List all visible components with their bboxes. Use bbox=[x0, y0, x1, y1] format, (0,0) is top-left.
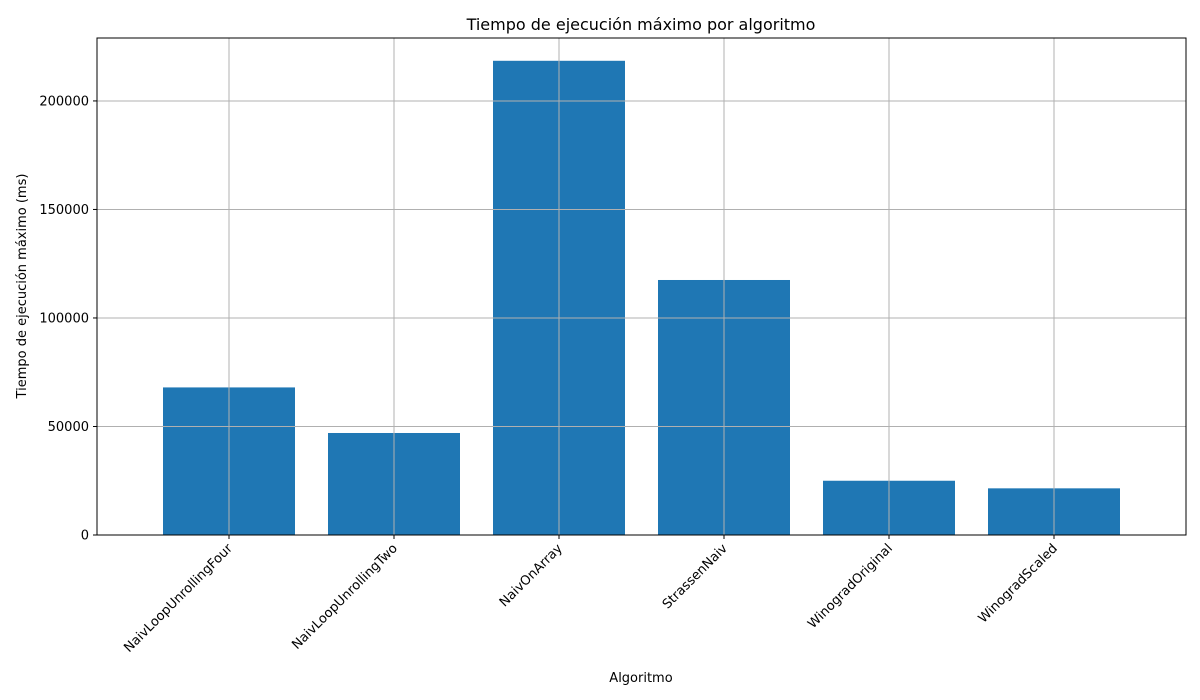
y-axis-ticks: 0 50000 100000 150000 200000 bbox=[39, 94, 97, 544]
y-tick-label: 50000 bbox=[48, 420, 89, 435]
x-axis-ticks: NaivLoopUnrollingFour NaivLoopUnrollingTw… bbox=[121, 535, 1061, 656]
y-tick-label: 200000 bbox=[39, 94, 89, 109]
x-tick-label: WinogradOriginal bbox=[805, 541, 896, 632]
x-tick-label: WinogradScaled bbox=[976, 541, 1061, 626]
chart-title: Tiempo de ejecución máximo por algoritmo bbox=[466, 15, 816, 34]
y-axis-label: Tiempo de ejecución máximo (ms) bbox=[15, 174, 30, 400]
x-tick-label: NaivOnArray bbox=[497, 541, 566, 610]
y-tick-label: 0 bbox=[81, 529, 89, 544]
bars bbox=[163, 60, 1120, 535]
y-tick-label: 150000 bbox=[39, 203, 89, 218]
x-tick-label: NaivLoopUnrollingFour bbox=[121, 541, 236, 656]
x-tick-label: StrassenNaiv bbox=[660, 541, 731, 612]
plot-frame bbox=[96, 37, 1187, 536]
x-axis-label: Algoritmo bbox=[609, 671, 672, 686]
y-tick-label: 100000 bbox=[39, 311, 89, 326]
x-tick-label: NaivLoopUnrollingTwo bbox=[289, 541, 400, 652]
